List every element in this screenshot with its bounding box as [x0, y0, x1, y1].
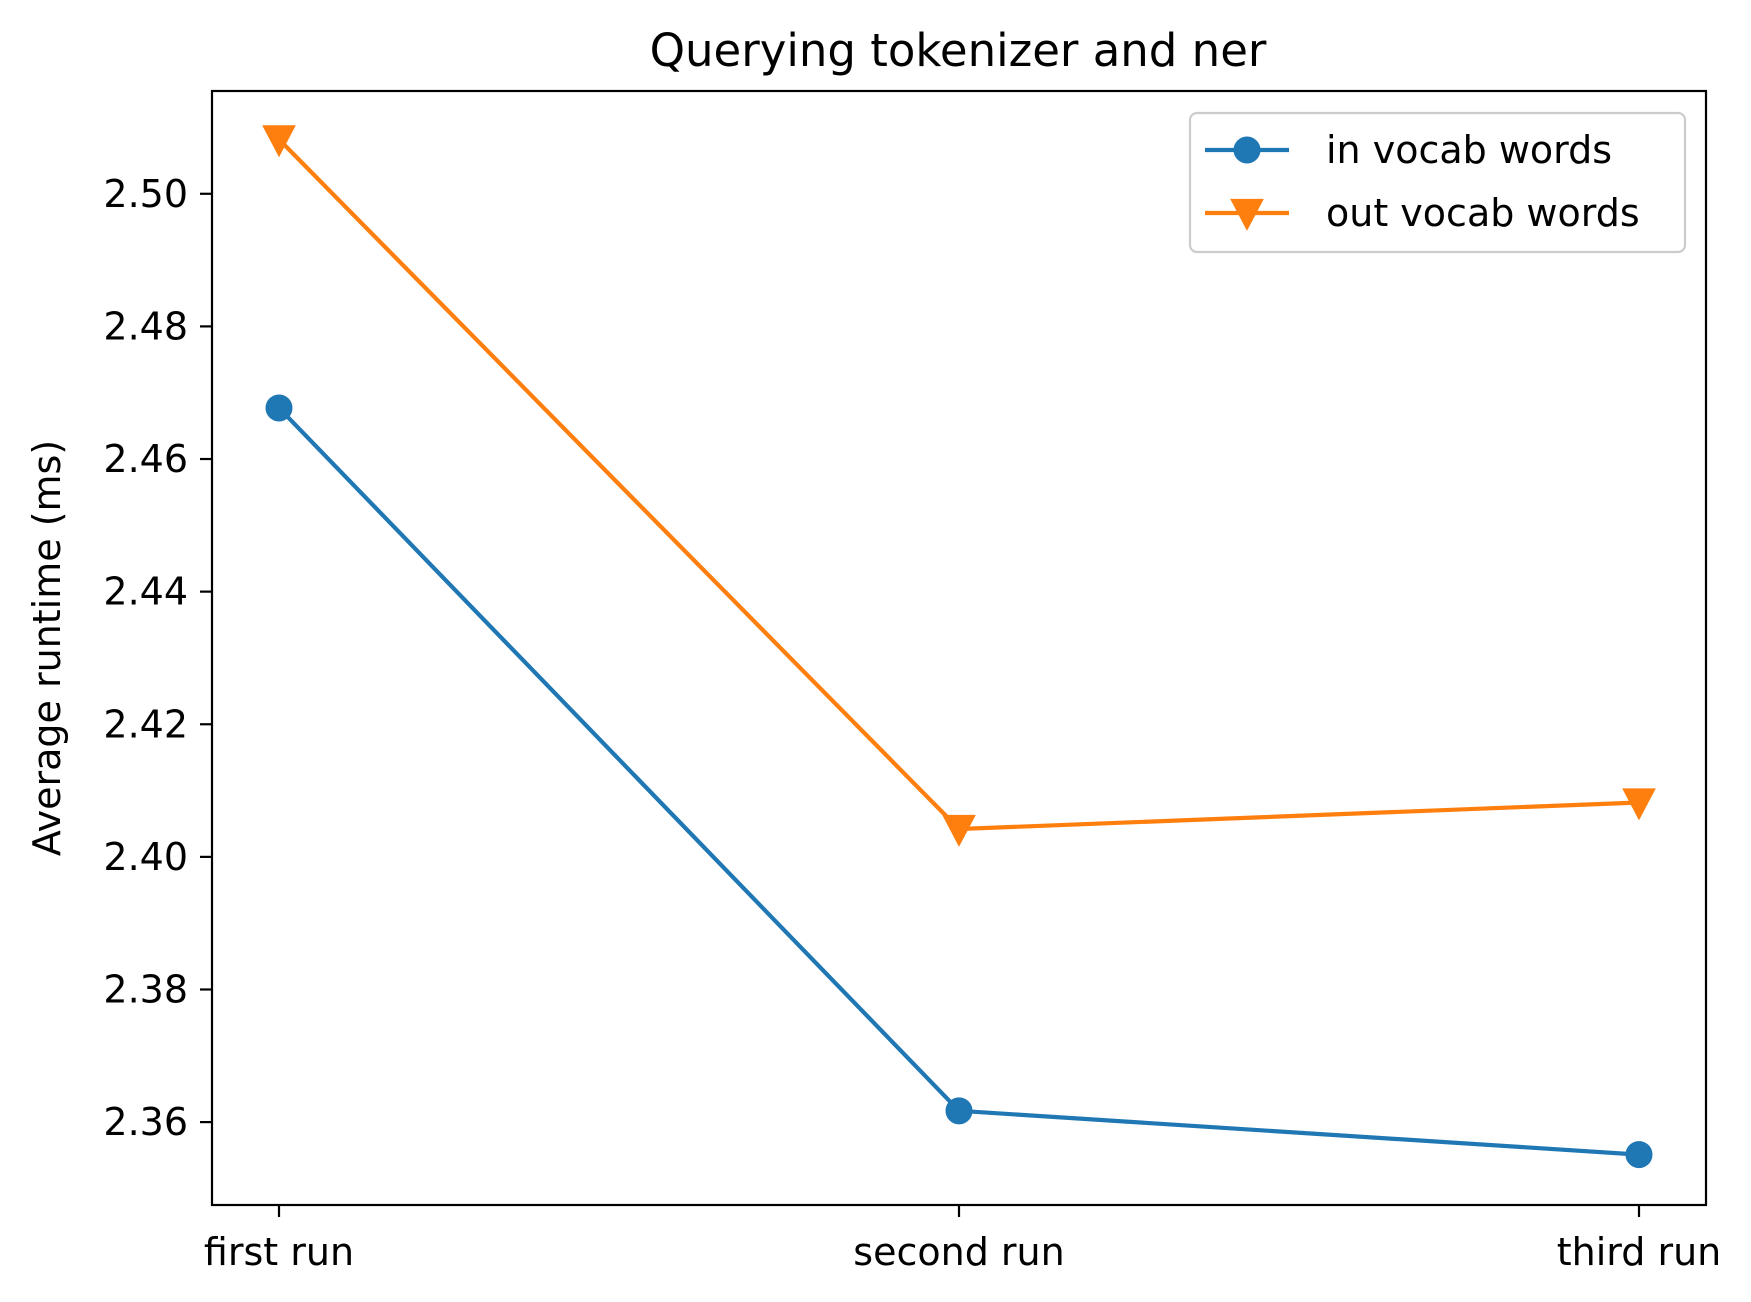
chart-title: Querying tokenizer and ner	[650, 24, 1267, 77]
y-tick-label: 2.50	[103, 172, 188, 216]
legend-entry: out vocab words	[1205, 191, 1640, 235]
x-tick-label: first run	[204, 1230, 354, 1274]
y-tick-label: 2.40	[103, 835, 188, 879]
y-axis: 2.36 2.38 2.40 2.42 2.44 2.46 2.48 2.50	[103, 172, 212, 1144]
legend-entry: in vocab words	[1205, 128, 1612, 172]
legend-frame	[1188, 111, 1687, 254]
data-point	[1625, 1141, 1653, 1169]
y-tick-label: 2.46	[103, 437, 188, 481]
data-point	[945, 1097, 973, 1125]
plot-area	[262, 125, 1656, 1169]
series-out-vocab-words	[262, 125, 1656, 847]
series-in-vocab-words	[265, 394, 1653, 1169]
x-tick-label: second run	[853, 1230, 1064, 1274]
y-axis-label: Average runtime (ms)	[25, 440, 69, 856]
legend: in vocab words out vocab words	[1188, 111, 1687, 254]
y-tick-label: 2.42	[103, 702, 188, 746]
data-point	[942, 814, 976, 847]
legend-label: in vocab words	[1326, 128, 1612, 172]
data-point	[262, 125, 296, 158]
data-point	[1622, 788, 1656, 821]
y-tick-label: 2.44	[103, 570, 188, 614]
data-point	[265, 394, 293, 422]
legend-label: out vocab words	[1326, 191, 1640, 235]
legend-marker	[1233, 136, 1261, 164]
legend-entries: in vocab words out vocab words	[1205, 128, 1640, 235]
y-tick-label: 2.36	[103, 1100, 188, 1144]
legend-marker	[1230, 198, 1264, 231]
x-axis: first run second run third run	[204, 1205, 1721, 1274]
y-tick-label: 2.38	[103, 967, 188, 1011]
x-tick-label: third run	[1557, 1230, 1722, 1274]
y-tick-label: 2.48	[103, 304, 188, 348]
